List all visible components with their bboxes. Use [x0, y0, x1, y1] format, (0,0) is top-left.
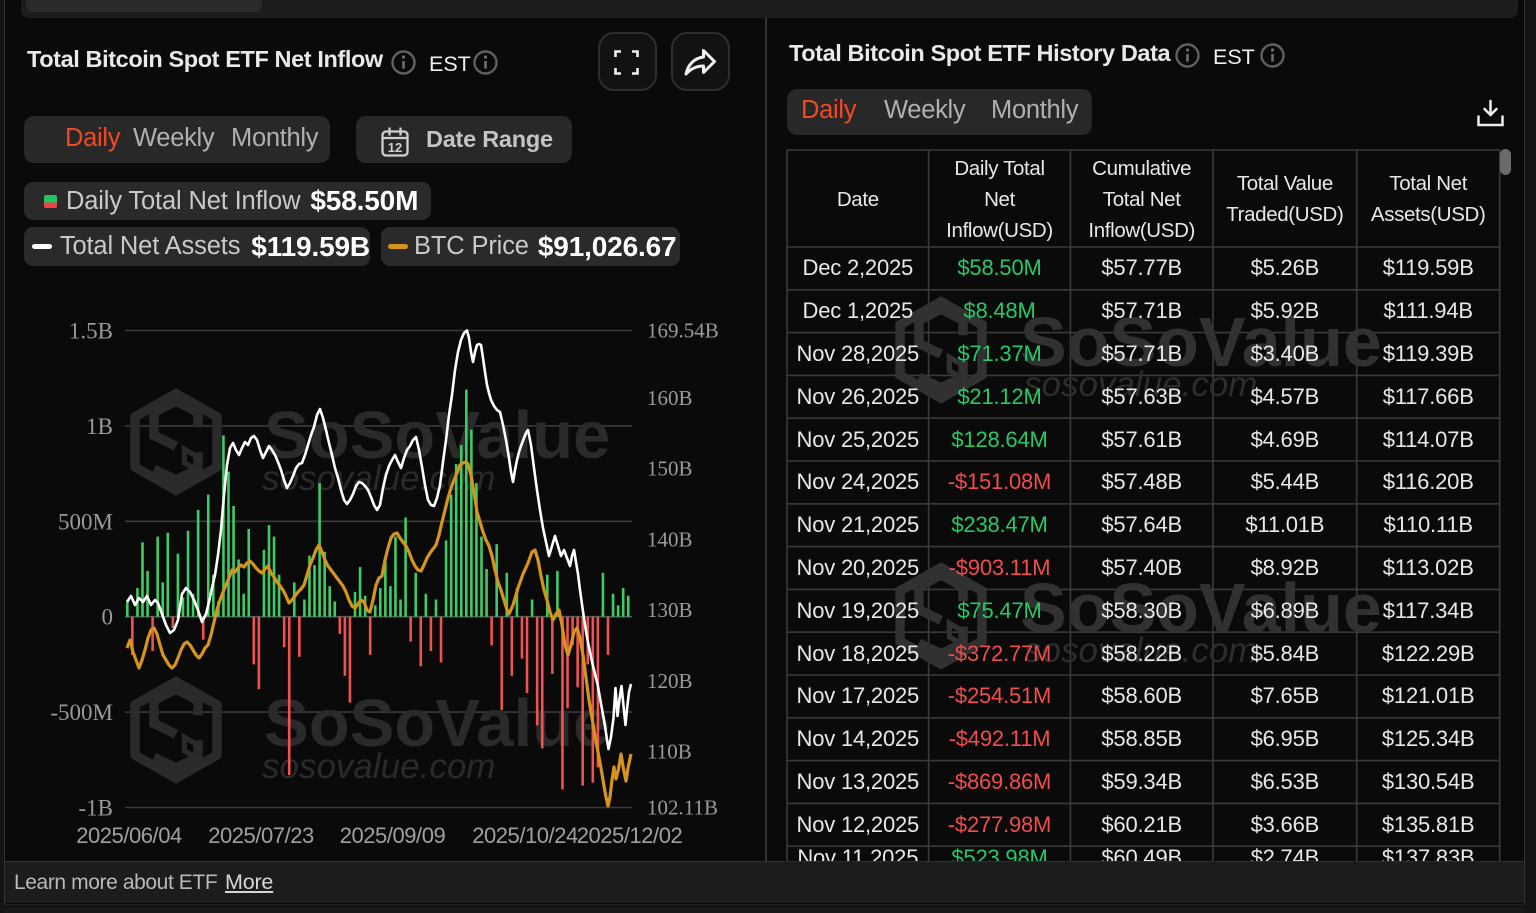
svg-text:140B: 140B [647, 528, 693, 552]
svg-text:120B: 120B [647, 669, 693, 693]
svg-text:sosovalue.com: sosovalue.com [262, 747, 495, 786]
svg-text:2025/06/04: 2025/06/04 [76, 823, 182, 848]
svg-text:102.11B: 102.11B [647, 796, 718, 820]
svg-text:12: 12 [388, 140, 402, 155]
svg-text:0: 0 [102, 605, 114, 630]
svg-text:169.54B: 169.54B [647, 319, 719, 343]
svg-text:SoSoValue: SoSoValue [264, 686, 610, 761]
svg-text:110B: 110B [647, 740, 692, 764]
svg-text:2025/12/02: 2025/12/02 [577, 823, 683, 848]
svg-text:150B: 150B [647, 457, 693, 481]
svg-text:1.5B: 1.5B [69, 319, 113, 344]
svg-text:2025/10/24: 2025/10/24 [472, 823, 578, 848]
svg-text:sosovalue.com: sosovalue.com [1024, 365, 1257, 404]
svg-text:SoSoValue: SoSoValue [1020, 303, 1382, 381]
svg-text:SoSoValue: SoSoValue [1020, 569, 1382, 647]
svg-text:160B: 160B [647, 386, 693, 410]
svg-text:sosovalue.com: sosovalue.com [1024, 631, 1257, 670]
svg-text:-1B: -1B [79, 796, 114, 821]
svg-text:-500M: -500M [50, 700, 113, 725]
svg-text:1B: 1B [86, 414, 113, 439]
svg-text:500M: 500M [58, 509, 113, 534]
svg-text:130B: 130B [647, 598, 693, 622]
svg-text:2025/07/23: 2025/07/23 [208, 823, 314, 848]
svg-text:2025/09/09: 2025/09/09 [340, 823, 446, 848]
